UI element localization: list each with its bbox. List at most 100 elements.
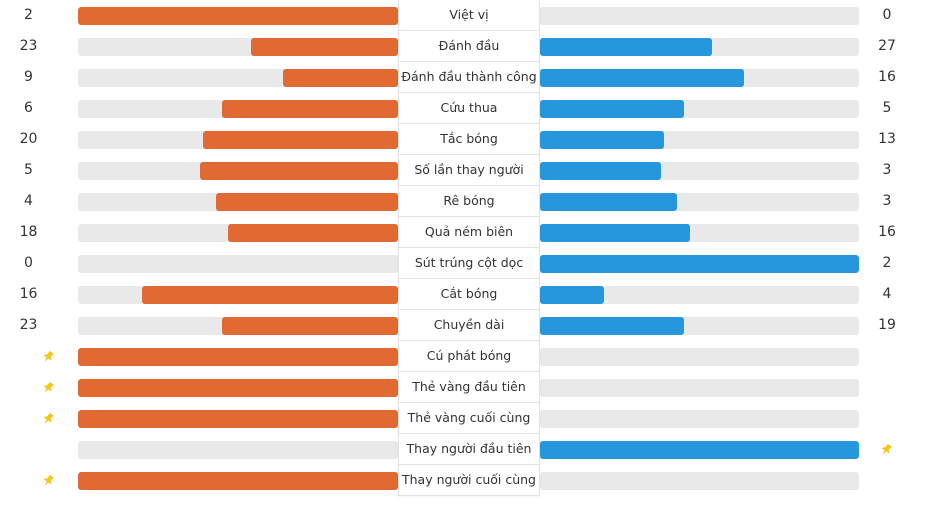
stat-row: 0 Sút trúng cột dọc 2 bbox=[0, 248, 931, 279]
home-bar-track bbox=[78, 286, 398, 304]
away-bar-track bbox=[540, 224, 859, 242]
stat-label: Đánh đầu bbox=[398, 31, 540, 62]
home-bar bbox=[78, 379, 398, 397]
stat-label: Cắt bóng bbox=[398, 279, 540, 310]
pin-icon bbox=[38, 341, 58, 372]
away-value: 27 bbox=[878, 38, 896, 54]
home-bar bbox=[228, 224, 398, 242]
home-bar bbox=[222, 100, 398, 118]
away-bar-track bbox=[540, 317, 859, 335]
away-bar bbox=[540, 131, 664, 149]
home-value: 18 bbox=[19, 224, 38, 240]
away-bar bbox=[540, 162, 661, 180]
away-bar-track bbox=[540, 441, 859, 459]
stat-label: Thẻ vàng đầu tiên bbox=[398, 372, 540, 403]
stat-label: Chuyền dài bbox=[398, 310, 540, 341]
home-bar bbox=[216, 193, 398, 211]
home-value: 23 bbox=[19, 38, 38, 54]
home-bar-track bbox=[78, 379, 398, 397]
stat-row: Thay người cuối cùng bbox=[0, 465, 931, 496]
stat-row: Thay người đầu tiên bbox=[0, 434, 931, 465]
away-bar bbox=[540, 317, 684, 335]
stat-label: Số lần thay người bbox=[398, 155, 540, 186]
away-bar-track bbox=[540, 348, 859, 366]
away-value: 5 bbox=[882, 100, 892, 116]
home-value: 4 bbox=[24, 193, 33, 209]
home-bar-track bbox=[78, 348, 398, 366]
home-bar-track bbox=[78, 317, 398, 335]
stat-label: Cú phát bóng bbox=[398, 341, 540, 372]
stat-label: Cứu thua bbox=[398, 93, 540, 124]
home-bar-track bbox=[78, 7, 398, 25]
stat-row: 23 Đánh đầu 27 bbox=[0, 31, 931, 62]
away-bar-track bbox=[540, 69, 859, 87]
home-bar-track bbox=[78, 69, 398, 87]
home-bar bbox=[78, 472, 398, 490]
away-bar-track bbox=[540, 100, 859, 118]
stat-row: 4 Rê bóng 3 bbox=[0, 186, 931, 217]
pin-icon bbox=[38, 465, 58, 496]
away-bar-track bbox=[540, 162, 859, 180]
stat-row: Cú phát bóng bbox=[0, 341, 931, 372]
home-value: 23 bbox=[19, 317, 38, 333]
home-value: 20 bbox=[19, 131, 38, 147]
stat-row: 16 Cắt bóng 4 bbox=[0, 279, 931, 310]
away-value: 0 bbox=[882, 7, 892, 23]
home-bar bbox=[283, 69, 398, 87]
stat-label: Quả ném biên bbox=[398, 217, 540, 248]
away-bar-track bbox=[540, 472, 859, 490]
home-bar bbox=[78, 348, 398, 366]
away-bar-track bbox=[540, 255, 859, 273]
home-value: 0 bbox=[24, 255, 33, 271]
away-bar-track bbox=[540, 410, 859, 428]
stat-label: Thay người cuối cùng bbox=[398, 465, 540, 496]
home-bar bbox=[78, 410, 398, 428]
home-bar-track bbox=[78, 472, 398, 490]
away-value: 3 bbox=[882, 162, 892, 178]
pin-icon bbox=[38, 403, 58, 434]
stat-row: 6 Cứu thua 5 bbox=[0, 93, 931, 124]
away-value: 16 bbox=[878, 224, 896, 240]
away-bar-track bbox=[540, 286, 859, 304]
home-bar-track bbox=[78, 100, 398, 118]
stat-label: Sút trúng cột dọc bbox=[398, 248, 540, 279]
home-value: 9 bbox=[24, 69, 33, 85]
stat-row: 18 Quả ném biên 16 bbox=[0, 217, 931, 248]
home-value: 16 bbox=[19, 286, 38, 302]
away-bar-track bbox=[540, 131, 859, 149]
stat-row: 2 Việt vị 0 bbox=[0, 0, 931, 31]
home-bar bbox=[142, 286, 398, 304]
away-value: 13 bbox=[878, 131, 896, 147]
pin-icon bbox=[38, 372, 58, 403]
home-bar-track bbox=[78, 255, 398, 273]
away-value: 3 bbox=[882, 193, 892, 209]
home-bar bbox=[78, 7, 398, 25]
stat-row: Thẻ vàng cuối cùng bbox=[0, 403, 931, 434]
away-bar-track bbox=[540, 193, 859, 211]
stat-row: Thẻ vàng đầu tiên bbox=[0, 372, 931, 403]
away-value: 4 bbox=[882, 286, 892, 302]
away-bar bbox=[540, 224, 690, 242]
stat-row: 5 Số lần thay người 3 bbox=[0, 155, 931, 186]
home-bar bbox=[222, 317, 398, 335]
home-bar bbox=[200, 162, 398, 180]
stat-label: Thay người đầu tiên bbox=[398, 434, 540, 465]
home-bar-track bbox=[78, 162, 398, 180]
home-bar-track bbox=[78, 224, 398, 242]
away-bar bbox=[540, 38, 712, 56]
away-bar bbox=[540, 69, 744, 87]
home-value: 6 bbox=[24, 100, 33, 116]
stat-label: Thẻ vàng cuối cùng bbox=[398, 403, 540, 434]
stat-label: Đánh đầu thành công bbox=[398, 62, 540, 93]
stat-row: 9 Đánh đầu thành công 16 bbox=[0, 62, 931, 93]
away-value: 2 bbox=[882, 255, 892, 271]
home-bar bbox=[203, 131, 398, 149]
home-bar-track bbox=[78, 38, 398, 56]
stat-label: Việt vị bbox=[398, 0, 540, 31]
away-value: 19 bbox=[878, 317, 896, 333]
home-bar-track bbox=[78, 131, 398, 149]
home-bar-track bbox=[78, 410, 398, 428]
away-bar-track bbox=[540, 7, 859, 25]
home-value: 5 bbox=[24, 162, 33, 178]
